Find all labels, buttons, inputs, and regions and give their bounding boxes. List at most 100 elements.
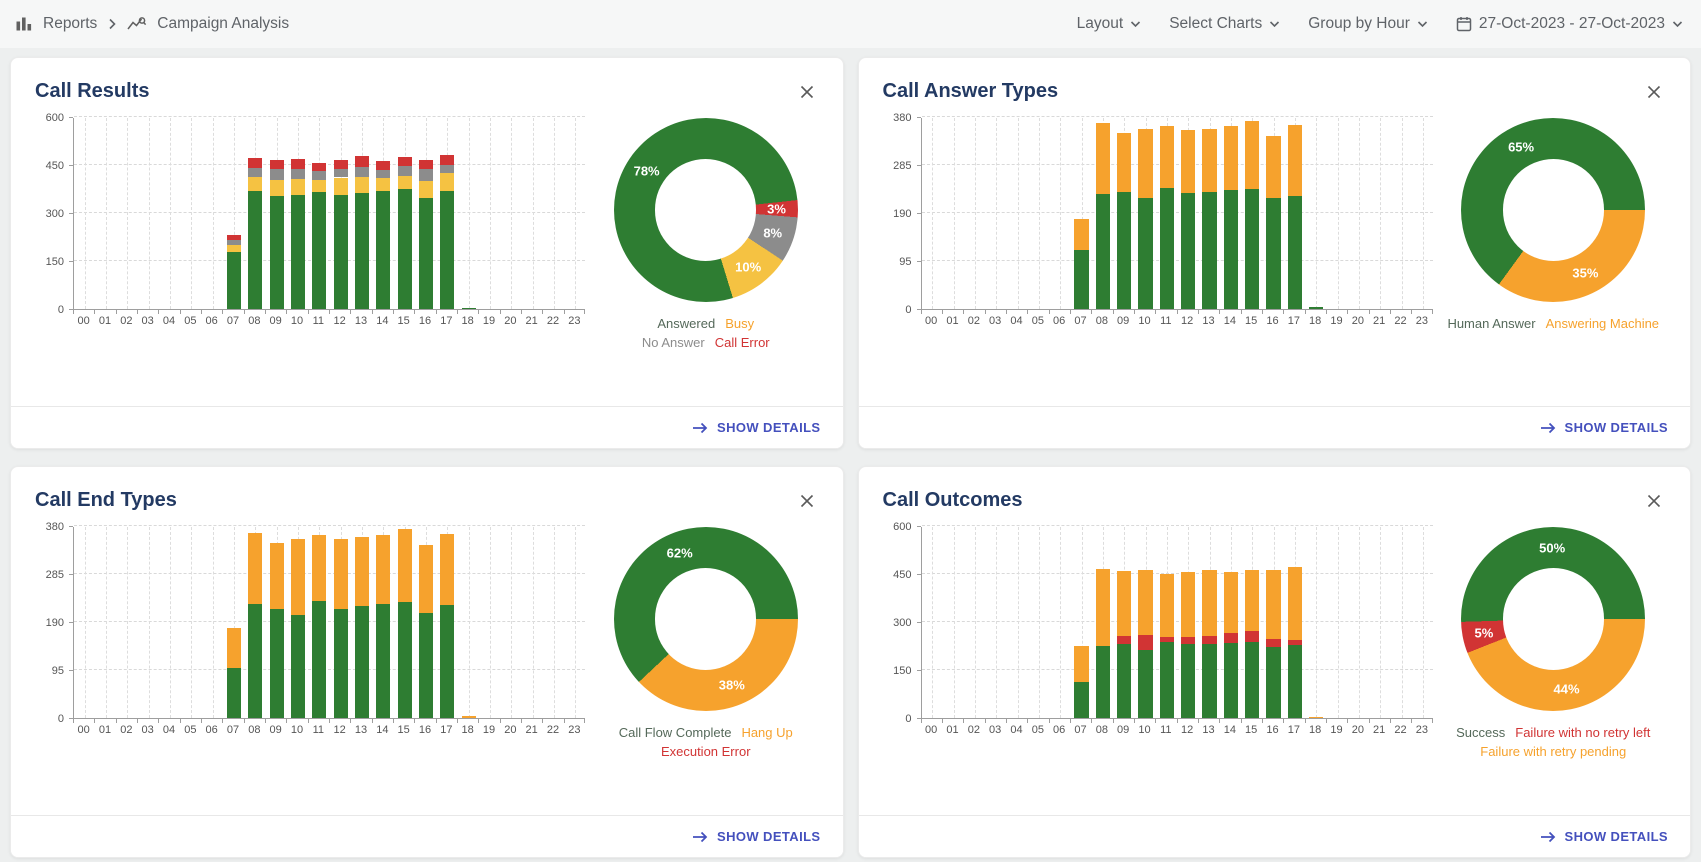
bar-segment xyxy=(1245,121,1260,189)
x-axis-tick xyxy=(1368,310,1370,314)
x-axis-tick-label: 07 xyxy=(226,724,240,736)
x-axis-tick-label: 13 xyxy=(354,315,368,327)
close-button[interactable] xyxy=(1642,489,1666,513)
x-axis-tick xyxy=(1219,719,1221,723)
x-axis-tick xyxy=(1155,719,1157,723)
y-axis-tick xyxy=(916,261,921,262)
y-axis-tick-label: 300 xyxy=(45,208,64,220)
x-axis-tick xyxy=(584,719,585,723)
x-axis-tick-label: 06 xyxy=(205,315,218,327)
x-axis-tick-label: 17 xyxy=(1287,724,1300,736)
gridline xyxy=(511,527,513,718)
close-icon xyxy=(1647,85,1661,99)
x-axis-tick xyxy=(478,719,480,723)
legend-row: Call Flow Complete Hang Up xyxy=(614,723,798,742)
bar-segment xyxy=(226,252,242,309)
x-axis-tick-label: 02 xyxy=(967,315,980,327)
y-axis-tick xyxy=(69,526,73,527)
donut-hole xyxy=(1502,159,1604,261)
gridline xyxy=(554,118,555,309)
x-axis-tick-label: 22 xyxy=(546,315,560,327)
x-axis-tick xyxy=(1347,310,1349,314)
legend-item: Busy xyxy=(725,316,755,331)
x-axis-tick xyxy=(201,310,202,314)
show-details-link[interactable]: SHOW DETAILS xyxy=(692,420,821,435)
card-title: Call End Types xyxy=(35,489,177,511)
bar-segment xyxy=(269,159,284,170)
gridline xyxy=(148,527,150,718)
y-axis-tick-label: 150 xyxy=(45,256,64,268)
gridline xyxy=(974,118,976,309)
x-axis-tick xyxy=(115,719,117,723)
bar-segment xyxy=(312,535,327,601)
bar-segment xyxy=(1309,307,1324,309)
x-axis-tick xyxy=(371,310,373,314)
card-call-outcomes: Call Outcomes 0 150 300 450 600 00 01 02 03 04 05… xyxy=(857,466,1691,858)
y-axis-tick xyxy=(69,213,73,214)
bar-segment xyxy=(269,196,284,309)
x-axis-tick xyxy=(1197,719,1199,723)
bar-segment xyxy=(1138,129,1153,199)
x-axis-tick-label: 06 xyxy=(1053,724,1066,736)
x-axis-tick-label: 05 xyxy=(1031,315,1044,327)
bar-segment xyxy=(269,542,284,609)
x-axis-tick-label: 00 xyxy=(77,724,90,736)
bar-segment xyxy=(1309,717,1324,718)
y-axis-tick-label: 0 xyxy=(905,713,912,725)
chevron-down-icon xyxy=(1269,20,1280,28)
x-axis-tick-label: 12 xyxy=(1181,724,1194,736)
y-axis-tick-label: 450 xyxy=(45,160,64,172)
x-axis-tick xyxy=(73,719,74,723)
bar-segment xyxy=(1181,192,1196,309)
show-details-link[interactable]: SHOW DETAILS xyxy=(1540,829,1669,844)
x-axis-tick xyxy=(435,719,437,723)
gridline xyxy=(84,527,86,718)
donut-percentage-label: 44% xyxy=(1553,681,1580,697)
x-axis-tick-label: 23 xyxy=(1415,724,1428,736)
bar-segment xyxy=(312,163,327,172)
bar-segment xyxy=(1159,642,1174,718)
chevron-down-icon xyxy=(1417,20,1428,28)
x-axis-tick-label: 06 xyxy=(205,724,218,736)
x-axis-tick-label: 19 xyxy=(482,315,496,327)
close-button[interactable] xyxy=(1642,80,1666,104)
group-by-dropdown[interactable]: Group by Hour xyxy=(1308,15,1428,33)
x-axis-tick xyxy=(941,310,943,314)
x-axis-tick xyxy=(499,719,501,723)
x-axis-tick xyxy=(521,719,522,723)
bar-segment xyxy=(418,544,434,614)
show-details-link[interactable]: SHOW DETAILS xyxy=(692,829,821,844)
x-axis-tick-label: 10 xyxy=(1138,724,1151,736)
arrow-right-icon xyxy=(1540,831,1555,842)
date-range-picker[interactable]: 27-Oct-2023 - 27-Oct-2023 xyxy=(1456,15,1683,33)
x-axis-tick xyxy=(584,310,585,314)
x-axis-tick-label: 07 xyxy=(1074,315,1087,327)
gridline xyxy=(1337,527,1339,718)
bar-segment xyxy=(397,189,412,309)
x-axis-tick-label: 18 xyxy=(1309,724,1322,736)
x-axis-tick-label: 22 xyxy=(1394,315,1407,327)
y-axis-tick xyxy=(916,718,921,719)
gridline xyxy=(148,118,150,309)
breadcrumb-reports[interactable]: Reports xyxy=(43,15,98,32)
bar-segment xyxy=(226,668,242,718)
x-axis-tick-label: 09 xyxy=(269,724,282,736)
gridline xyxy=(74,116,585,117)
x-axis-tick-label: 00 xyxy=(77,315,90,327)
gridline xyxy=(74,525,585,526)
bar-segment xyxy=(440,173,455,191)
bar-segment xyxy=(1074,250,1089,309)
select-charts-dropdown[interactable]: Select Charts xyxy=(1169,15,1280,33)
close-button[interactable] xyxy=(795,489,819,513)
bar-segment xyxy=(1074,681,1089,718)
close-button[interactable] xyxy=(795,80,819,104)
x-axis-tick-label: 19 xyxy=(1330,315,1343,327)
x-axis-tick-label: 08 xyxy=(1095,724,1108,736)
x-axis-tick xyxy=(158,719,160,723)
show-details-link[interactable]: SHOW DETAILS xyxy=(1540,420,1669,435)
x-axis-tick-label: 16 xyxy=(418,315,432,327)
y-axis-tick-label: 285 xyxy=(45,569,64,581)
bar-segment xyxy=(290,538,306,616)
x-axis-tick-label: 14 xyxy=(376,724,389,736)
layout-dropdown[interactable]: Layout xyxy=(1077,15,1142,33)
